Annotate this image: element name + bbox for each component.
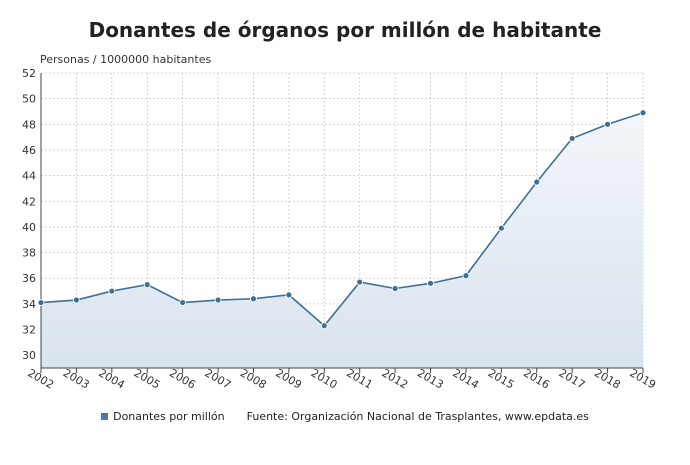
y-tick-label: 36 (22, 272, 36, 285)
y-tick-label: 50 (22, 93, 36, 106)
data-points (37, 109, 647, 330)
y-tick-label: 48 (22, 118, 36, 131)
chart-title: Donantes de órganos por millón de habita… (88, 18, 602, 42)
legend: Donantes por millón Fuente: Organización … (0, 410, 690, 423)
y-tick-label: 38 (22, 247, 36, 260)
data-point-2015 (497, 224, 505, 232)
data-point-2013 (427, 279, 434, 287)
legend-series-label: Donantes por millón (113, 410, 225, 423)
y-tick-label: 40 (22, 221, 36, 234)
data-point-2009 (285, 291, 293, 299)
data-point-2014 (462, 272, 470, 280)
y-axis-label: Personas / 1000000 habitantes (40, 53, 212, 66)
legend-swatch (101, 412, 109, 420)
data-point-2008 (250, 295, 257, 303)
x-tick-labels: 2002 2003 2004 2005 2006 2007 2008 2009 2010 2011… (25, 366, 658, 391)
y-tick-label: 42 (22, 195, 36, 208)
data-point-2012 (391, 285, 399, 292)
y-tick-labels: 30 32 34 36 38 40 42 44 46 48 50 52 (22, 67, 36, 362)
y-tick-label: 44 (22, 170, 36, 183)
data-point-2018 (604, 120, 611, 128)
data-point-2005 (143, 281, 151, 289)
y-tick-label: 30 (22, 349, 36, 362)
data-point-2017 (568, 135, 576, 142)
y-tick-label: 46 (22, 144, 36, 157)
data-point-2010 (320, 322, 328, 330)
data-point-2011 (356, 278, 364, 286)
data-point-2004 (108, 287, 116, 295)
y-tick-label: 32 (22, 324, 36, 337)
data-point-2016 (533, 178, 541, 186)
data-point-2019 (639, 109, 647, 117)
series-line (40, 111, 644, 327)
data-point-2006 (179, 299, 187, 306)
source-note: Fuente: Organización Nacional de Traspla… (246, 410, 589, 423)
y-tick-label: 34 (22, 298, 36, 311)
axes (40, 73, 644, 373)
area-fill (41, 112, 643, 368)
data-point-2003 (73, 296, 80, 304)
y-tick-label: 52 (22, 67, 36, 80)
data-point-2007 (214, 296, 222, 304)
data-point-2002 (37, 299, 45, 306)
